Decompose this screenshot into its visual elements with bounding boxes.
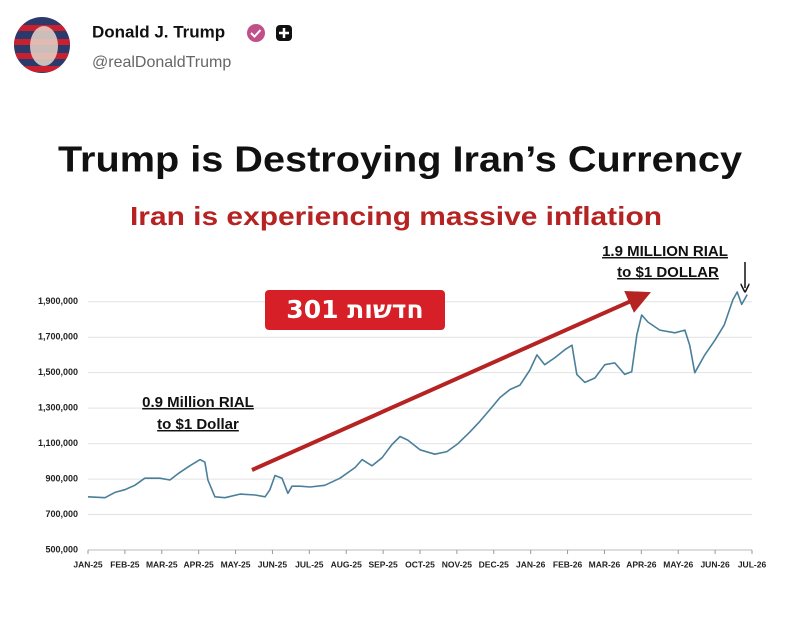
y-tick-label: 900,000 xyxy=(45,473,78,483)
x-tick-label: MAY-25 xyxy=(221,559,251,569)
y-tick-label: 1,700,000 xyxy=(38,332,78,342)
annotation: to $1 Dollar xyxy=(157,416,239,433)
badge-text: 301 חדשות xyxy=(286,295,423,324)
plus-glyph xyxy=(279,28,289,38)
avatar[interactable] xyxy=(14,17,70,73)
y-tick-label: 1,300,000 xyxy=(38,403,78,413)
x-tick-label: JUL-25 xyxy=(295,559,324,569)
x-tick-label: MAR-25 xyxy=(146,559,178,569)
annotation: to $1 DOLLAR xyxy=(617,264,719,281)
x-tick-label: JUL-26 xyxy=(738,559,767,569)
x-tick-label: NOV-25 xyxy=(442,559,473,569)
x-tick-label: JAN-26 xyxy=(516,559,546,569)
badge-box xyxy=(265,290,445,330)
x-tick-label: APR-26 xyxy=(626,559,657,569)
x-tick-label: JUN-26 xyxy=(700,559,730,569)
annotation: 1.9 MILLION RIAL xyxy=(602,243,728,260)
x-tick-label: FEB-25 xyxy=(110,559,140,569)
y-tick-label: 1,500,000 xyxy=(38,367,78,377)
x-tick-label: AUG-25 xyxy=(331,559,362,569)
author-name[interactable]: Donald J. Trump xyxy=(92,22,225,41)
x-tick-label: OCT-25 xyxy=(405,559,435,569)
series-line xyxy=(87,291,748,499)
x-tick-label: JAN-25 xyxy=(73,559,103,569)
x-tick-label: MAR-26 xyxy=(589,559,621,569)
x-tick-label: SEP-25 xyxy=(368,559,398,569)
check-icon xyxy=(250,29,262,38)
chart-title: Trump is Destroying Iran’s Currency xyxy=(58,139,742,180)
chart-subtitle: Iran is experiencing massive inflation xyxy=(130,201,662,231)
y-tick-label: 700,000 xyxy=(45,509,78,519)
x-tick-label: DEC-25 xyxy=(479,559,510,569)
verified-badge xyxy=(247,24,265,42)
y-tick-label: 1,100,000 xyxy=(38,438,78,448)
x-tick-label: JUN-25 xyxy=(258,559,288,569)
plot: 500,000 700,000 900,000 1,100,000 1,300,000 1… xyxy=(38,291,767,569)
x-tick-label: FEB-26 xyxy=(553,559,583,569)
y-tick-label: 1,900,000 xyxy=(38,296,78,306)
y-tick-label: 500,000 xyxy=(45,544,78,554)
author-handle[interactable]: @realDonaldTrump xyxy=(92,54,231,71)
x-tick-label: APR-25 xyxy=(184,559,215,569)
annotation: 0.9 Million RIAL xyxy=(142,394,254,411)
trend-arrow xyxy=(251,290,651,472)
x-tick-label: MAY-26 xyxy=(663,559,693,569)
